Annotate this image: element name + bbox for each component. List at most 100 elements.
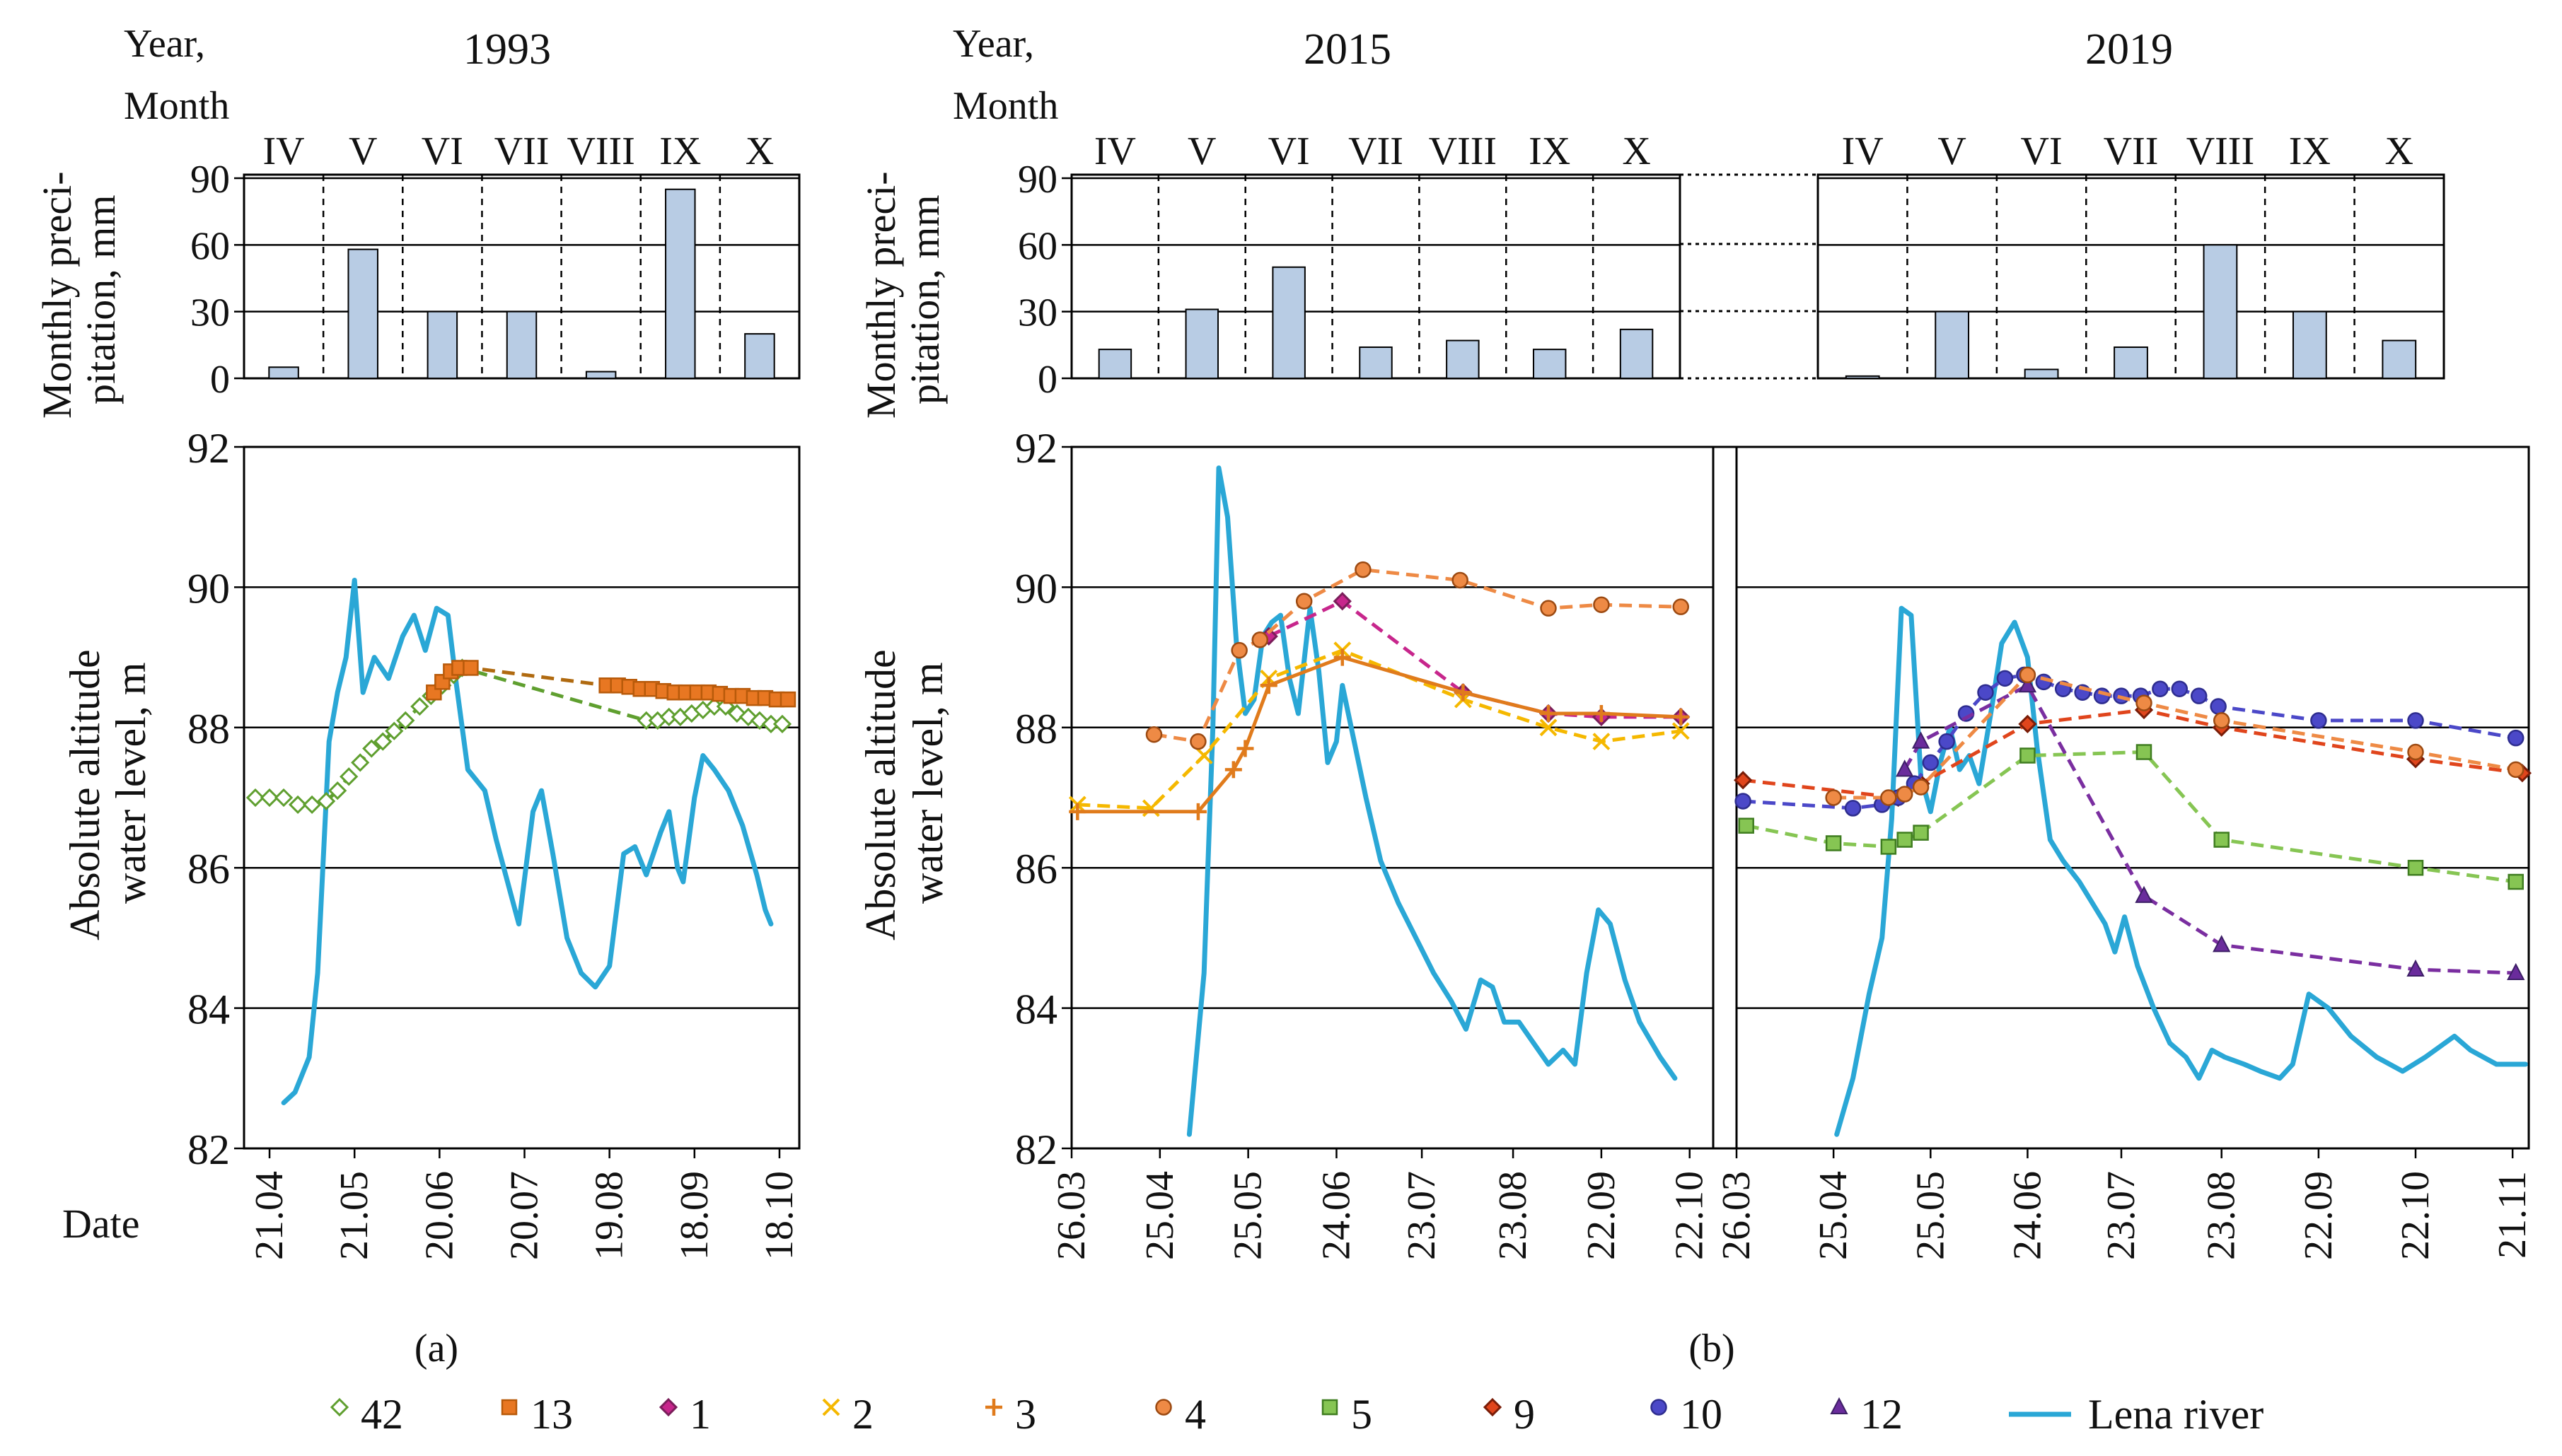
precip-axis-label-line1-a: Monthly preci-	[34, 171, 80, 419]
series-point-42	[385, 721, 404, 740]
precip-ytick-label: 30	[1018, 291, 1057, 335]
precip-ytick-label: 0	[1038, 358, 1057, 402]
series-point-10	[1977, 684, 1994, 701]
precip-bar	[427, 310, 458, 379]
legend-item-2: 2	[822, 1391, 874, 1438]
legend-label: 9	[1514, 1391, 1535, 1438]
series-point-42	[303, 795, 322, 815]
level-ytick-label: 82	[1015, 1126, 1057, 1173]
series-point-3	[1236, 740, 1254, 757]
level-ytick-label: 84	[1015, 986, 1057, 1033]
series-point-4	[2407, 743, 2424, 761]
precip-bar	[2292, 310, 2327, 379]
series-point-4	[1880, 789, 1897, 806]
series-point-4	[2019, 666, 2036, 684]
precip-bar	[1185, 308, 1219, 379]
series-point-3	[1224, 761, 1242, 779]
legend-swatch	[822, 1398, 840, 1416]
series-point-12	[2507, 962, 2525, 980]
legend-item-1: 1	[659, 1391, 711, 1438]
level-ytick-label: 92	[1015, 425, 1057, 472]
precip-bar	[2024, 368, 2059, 380]
series-point-12	[2135, 885, 2153, 903]
series-point-5	[1880, 839, 1897, 855]
legend-label: 2	[852, 1391, 874, 1438]
month-label: V	[349, 129, 377, 173]
level-axis-label-line1-b: Absolute altitude	[857, 649, 904, 940]
series-point-10	[2210, 698, 2227, 715]
series-point-12	[2213, 935, 2231, 953]
header-label-month-2015: Month	[953, 84, 1058, 128]
date-tick-label: 24.06	[1314, 1171, 1358, 1260]
date-tick-label: 23.07	[2099, 1171, 2143, 1260]
legend-label: 12	[1860, 1391, 1903, 1438]
series-point-3	[1333, 648, 1351, 666]
legend-swatch	[659, 1397, 678, 1417]
series-point-5	[2019, 747, 2036, 764]
month-label: VI	[2021, 129, 2063, 173]
precip-axis-label-line2-a: pitation, mm	[78, 195, 124, 404]
level-ytick-label: 86	[187, 846, 230, 892]
title-2019: 2019	[2085, 25, 2173, 74]
legend-swatch	[985, 1399, 1002, 1416]
level-ytick-label: 90	[1015, 565, 1057, 612]
precip-bar	[1532, 349, 1567, 379]
title-1993: 1993	[463, 25, 551, 74]
series-point-1	[1333, 592, 1352, 611]
precip-bar	[2114, 346, 2148, 380]
precip-ytick-label: 90	[190, 158, 230, 202]
series-point-3	[1672, 708, 1690, 726]
level-1993-frame	[243, 445, 801, 1150]
series-point-42	[260, 788, 279, 808]
series-point-2	[1592, 733, 1611, 751]
series-point-5	[2407, 859, 2424, 876]
series-point-10	[2171, 680, 2189, 697]
date-tick-label: 18.10	[758, 1171, 801, 1260]
precip-bar	[665, 188, 696, 379]
precip-bar	[744, 333, 775, 380]
series-point-42	[245, 788, 265, 808]
date-tick-label: 25.04	[1138, 1171, 1182, 1260]
series-point-12	[2406, 959, 2425, 977]
series-point-4	[2135, 694, 2152, 711]
series-line-3	[1077, 655, 1681, 814]
month-label: V	[1937, 129, 1966, 173]
series-point-9	[1734, 771, 1753, 790]
series-point-10	[2093, 687, 2111, 704]
precip-bar	[347, 248, 378, 379]
date-tick-label: 22.10	[2394, 1171, 2438, 1260]
series-point-13	[779, 691, 796, 708]
level-ytick-label: 88	[1015, 706, 1057, 752]
series-point-42	[373, 732, 393, 751]
series-point-4	[1251, 631, 1269, 648]
precip-ytick-label: 60	[190, 224, 230, 268]
precip-bar	[1098, 349, 1132, 379]
series-point-5	[1913, 825, 1929, 841]
series-point-42	[750, 711, 770, 730]
series-point-3	[1260, 677, 1277, 694]
subfigure-label-b: (b)	[1688, 1327, 1734, 1370]
date-tick-label: 22.10	[1668, 1171, 1712, 1260]
precip-ytick-label: 60	[1018, 224, 1057, 268]
date-tick-label: 26.03	[1715, 1171, 1758, 1260]
series-point-10	[2310, 712, 2327, 729]
series-point-42	[328, 781, 347, 800]
legend-label: 10	[1680, 1391, 1722, 1438]
precip-bar	[2203, 244, 2238, 380]
series-point-10	[2407, 712, 2424, 729]
series-point-3	[1069, 803, 1086, 820]
series-point-4	[1295, 593, 1313, 610]
precip-ytick-label: 30	[190, 291, 230, 335]
precip-bar	[585, 371, 617, 379]
level-axis-label-line1-a: Absolute altitude	[62, 649, 108, 940]
legend-item-lena-river: Lena river	[2009, 1391, 2264, 1438]
month-label: VIII	[1429, 129, 1497, 173]
precip-bar	[1619, 328, 1654, 380]
date-tick-label: 21.04	[248, 1171, 291, 1260]
level-ytick-label: 86	[1015, 846, 1057, 892]
series-point-4	[2213, 712, 2230, 729]
series-point-4	[1825, 789, 1842, 806]
month-label: VI	[422, 129, 463, 173]
series-point-42	[362, 739, 381, 758]
